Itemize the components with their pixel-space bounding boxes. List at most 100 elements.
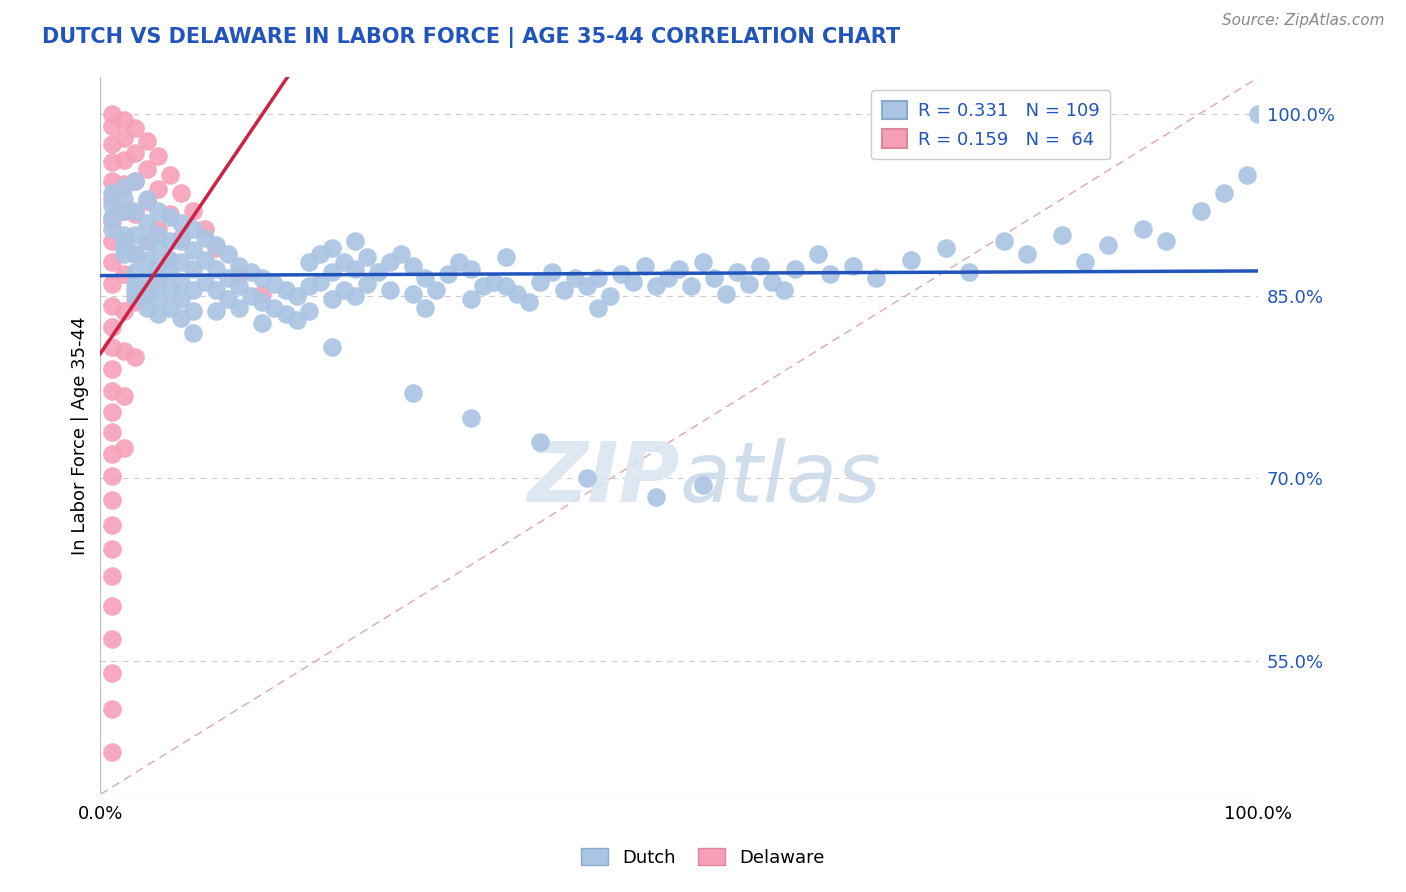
Point (517, 295, 540, 310)
Point (575, 471, 598, 485)
Point (865, 271, 887, 285)
Point (692, 477, 714, 491)
Point (842, 259, 865, 273)
Point (112, 241, 135, 255)
Text: ZIP: ZIP (527, 439, 679, 519)
Point (101, 192, 124, 206)
Point (124, 228, 146, 243)
Point (124, 206, 146, 220)
Point (588, 271, 610, 285)
Point (263, 277, 285, 291)
Point (112, 235, 135, 249)
Point (285, 313, 308, 327)
Point (181, 283, 204, 297)
Point (495, 250, 517, 264)
Point (124, 174, 146, 188)
Point (101, 599, 124, 613)
Point (228, 259, 250, 273)
Point (1189, 204, 1212, 219)
Point (205, 238, 228, 252)
Point (274, 283, 297, 297)
Point (725, 265, 748, 279)
Point (344, 262, 367, 277)
Point (181, 222, 204, 236)
Point (101, 425, 124, 440)
Point (170, 311, 193, 326)
Point (205, 262, 228, 277)
Point (124, 295, 146, 310)
Point (112, 153, 135, 167)
Point (148, 222, 170, 236)
Point (217, 246, 239, 260)
Point (332, 283, 354, 297)
Point (482, 275, 505, 289)
Point (761, 275, 783, 289)
Point (101, 541, 124, 556)
Point (148, 149, 170, 163)
Point (101, 568, 124, 582)
Point (124, 265, 146, 279)
Point (112, 268, 135, 282)
Point (1247, 107, 1270, 121)
Point (194, 231, 217, 245)
Point (413, 301, 436, 316)
Point (378, 255, 401, 269)
Point (529, 275, 551, 289)
Point (170, 275, 193, 289)
Point (124, 283, 146, 297)
Point (738, 277, 761, 291)
Point (181, 326, 204, 340)
Point (252, 316, 274, 330)
Point (309, 275, 332, 289)
Point (344, 235, 367, 249)
Point (159, 252, 181, 267)
Point (148, 307, 170, 321)
Point (124, 121, 146, 136)
Point (135, 286, 157, 301)
Point (217, 292, 239, 306)
Point (101, 702, 124, 716)
Point (101, 745, 124, 759)
Point (460, 292, 482, 306)
Point (332, 255, 354, 269)
Point (112, 246, 135, 260)
Point (112, 204, 135, 219)
Point (714, 286, 737, 301)
Point (1236, 168, 1258, 182)
Point (588, 301, 610, 316)
Point (252, 295, 274, 310)
Point (1154, 235, 1177, 249)
Point (772, 283, 794, 297)
Point (101, 155, 124, 169)
Point (194, 275, 217, 289)
Point (135, 192, 157, 206)
Point (112, 131, 135, 145)
Point (460, 262, 482, 277)
Point (413, 271, 436, 285)
Point (112, 389, 135, 403)
Point (957, 265, 980, 279)
Point (159, 265, 181, 279)
Point (993, 235, 1015, 249)
Point (135, 252, 157, 267)
Point (101, 235, 124, 249)
Point (101, 277, 124, 291)
Point (148, 182, 170, 196)
Point (101, 255, 124, 269)
Point (529, 434, 551, 449)
Point (321, 292, 343, 306)
Point (217, 271, 239, 285)
Point (309, 246, 332, 260)
Point (101, 665, 124, 680)
Point (367, 265, 389, 279)
Point (148, 204, 170, 219)
Point (112, 235, 135, 249)
Point (228, 268, 250, 282)
Point (101, 517, 124, 532)
Point (749, 259, 772, 273)
Point (471, 279, 494, 293)
Point (553, 283, 575, 297)
Point (252, 286, 274, 301)
Point (135, 194, 157, 209)
Text: atlas: atlas (679, 439, 882, 519)
